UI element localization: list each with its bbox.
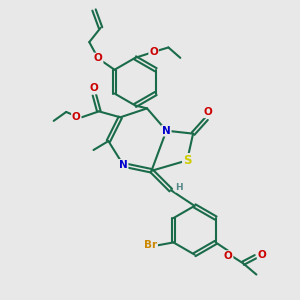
Text: O: O	[72, 112, 81, 122]
Text: N: N	[119, 160, 128, 170]
Text: O: O	[258, 250, 266, 260]
Text: O: O	[94, 53, 103, 64]
Text: O: O	[224, 251, 233, 261]
Text: H: H	[175, 183, 183, 192]
Text: N: N	[162, 126, 171, 136]
Text: S: S	[183, 154, 191, 167]
Text: Br: Br	[144, 240, 157, 250]
Text: O: O	[149, 47, 158, 57]
Text: O: O	[89, 83, 98, 94]
Text: O: O	[204, 107, 212, 117]
